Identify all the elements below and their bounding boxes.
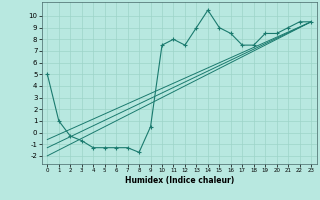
- X-axis label: Humidex (Indice chaleur): Humidex (Indice chaleur): [124, 176, 234, 185]
